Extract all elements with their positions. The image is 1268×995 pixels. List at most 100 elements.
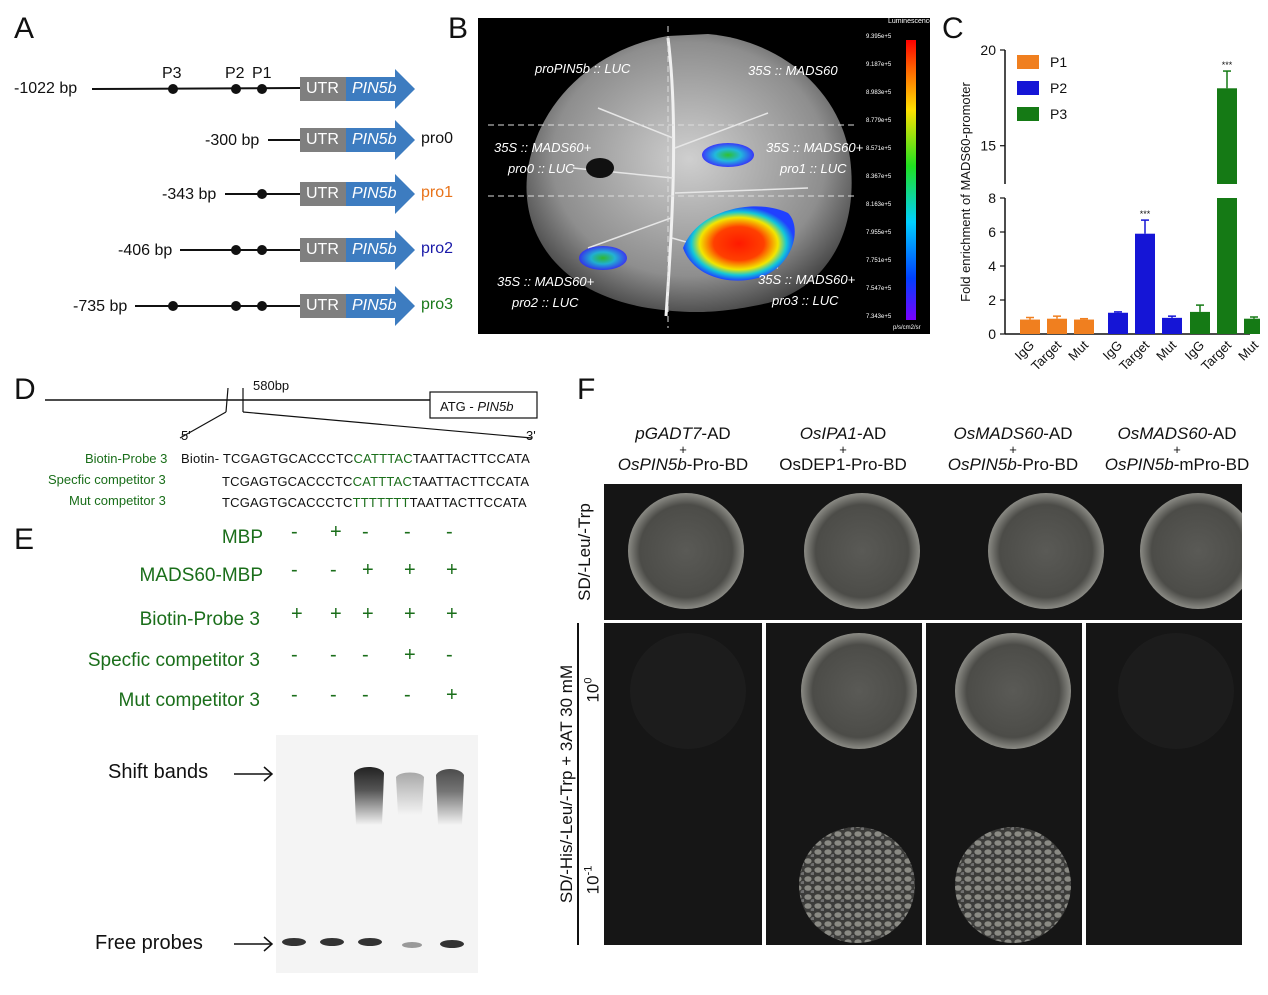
colony-row3-col2 xyxy=(799,827,915,943)
shift-band-lane4 xyxy=(396,772,424,815)
free-probe-lane2 xyxy=(320,938,344,946)
signal-pro3 xyxy=(683,206,795,281)
free-probe-lane1 xyxy=(282,938,306,946)
colorbar-tick-label: 7.751e+5 xyxy=(866,258,892,264)
seq-a: TCGAGTGCACCCTC xyxy=(222,451,354,466)
colorbar-ticks: 9.395e+5 9.187e+5 8.983e+5 8.779e+5 8.571e+5… xyxy=(866,34,906,324)
gene-arrow-pro2 xyxy=(300,230,415,270)
panel-label-f: F xyxy=(577,373,596,406)
atg-text: ATG - xyxy=(440,399,478,414)
colony-row1-col2 xyxy=(804,493,920,609)
atg-box xyxy=(429,391,538,419)
emsa-lane-mark: - xyxy=(404,684,411,706)
utr-label-pro1: UTR xyxy=(306,185,339,202)
site-p1-pro1 xyxy=(257,189,267,199)
site-p3 xyxy=(168,84,178,94)
ad-suffix: -AD xyxy=(1043,424,1073,443)
row2-medium-label: SD/-His/-Leu/-Trp + 3AT 30 mM xyxy=(557,664,576,904)
colorbar-tick-label: 7.343e+5 xyxy=(866,314,892,320)
emsa-lane-mark: - xyxy=(291,559,298,581)
emsa-lane-mark: - xyxy=(330,644,337,666)
x-tick-label: Target xyxy=(1028,337,1064,373)
colony-row2-col3 xyxy=(955,633,1071,749)
bar-p1-igg xyxy=(1020,319,1040,334)
three-prime-label: 3' xyxy=(526,428,536,443)
ad-suffix: -AD xyxy=(701,424,731,443)
shift-arrow-icon xyxy=(234,766,274,782)
leaf-label-bottom-left-2: pro2 :: LUC xyxy=(512,295,579,310)
ad-gene: pGADT7 xyxy=(635,424,702,443)
construct-name-pro1: pro1 xyxy=(421,184,454,201)
plus-sign: + xyxy=(679,442,687,457)
legend-swatch-p2 xyxy=(1017,81,1039,95)
bp-label-full: -1022 bp xyxy=(14,80,78,97)
bar-p2-mut xyxy=(1162,317,1182,334)
emsa-lane-mark: + xyxy=(330,521,342,543)
shift-bands-label: Shift bands xyxy=(108,761,209,783)
emsa-lane-mark: + xyxy=(446,603,458,625)
emsa-lane-mark: - xyxy=(291,644,298,666)
dilution-2-wrap: 10-1 xyxy=(581,850,605,910)
bd-construct: OsPIN5b-mPro-BD xyxy=(1087,456,1267,474)
leaf-label-top-left: proPIN5b :: LUC xyxy=(535,61,631,76)
plus-sign: + xyxy=(1009,442,1017,457)
leaf-label-bottom-right-1: 35S :: MADS60+ xyxy=(758,272,856,287)
legend-label-p1: P1 xyxy=(1050,54,1067,70)
site-label-p1: P1 xyxy=(252,65,272,82)
colorbar-tick-label: 8.571e+5 xyxy=(866,146,892,152)
panel-label-e: E xyxy=(14,523,35,556)
zoom-line-left xyxy=(179,411,227,439)
colorbar-tick-label: 8.163e+5 xyxy=(866,202,892,208)
panel-label-c: C xyxy=(942,12,964,45)
shift-band-lane3 xyxy=(354,767,384,825)
bar-p3-target-upper xyxy=(1217,88,1237,184)
zoom-line-right xyxy=(242,411,533,439)
panel-a-promoter-constructs xyxy=(0,55,470,335)
colony-row1-col1 xyxy=(628,493,744,609)
leaf-label-mid-left-2: pro0 :: LUC xyxy=(508,161,575,176)
gene-label-pro0: PIN5b xyxy=(352,131,397,148)
site-label-p2: P2 xyxy=(225,65,245,82)
x-tick-label: Mut xyxy=(1153,337,1179,363)
emsa-lane-mark: - xyxy=(330,684,337,706)
bd-construct: OsPIN5b-Pro-BD xyxy=(923,456,1103,474)
bd-suffix: -Pro-BD xyxy=(686,455,749,474)
y-tick-label: 8 xyxy=(988,190,996,206)
seq-motif: TTTTTTT xyxy=(352,495,410,510)
gene-arrow-pro3 xyxy=(300,286,415,326)
panel-d-probe-diagram xyxy=(40,380,560,440)
bp-label-pro0: -300 bp xyxy=(205,132,260,149)
plus-sign: + xyxy=(1173,442,1181,457)
signal-pro1 xyxy=(702,143,754,167)
free-probe-lane4 xyxy=(402,942,422,948)
y-tick-label: 6 xyxy=(988,224,996,240)
colorbar-tick-label: 9.395e+5 xyxy=(866,34,892,40)
emsa-lane-mark: - xyxy=(362,644,369,666)
emsa-row-label: Mut competitor 3 xyxy=(118,690,261,711)
leaf-label-bottom-left-1: 35S :: MADS60+ xyxy=(497,274,595,289)
site-p2-pro2 xyxy=(231,245,241,255)
five-prime-label: 5' xyxy=(181,428,191,443)
leaf-label-mid-left-1: 35S :: MADS60+ xyxy=(494,140,592,155)
luminescence-color-bar xyxy=(906,40,916,320)
emsa-lane-mark: - xyxy=(291,521,298,543)
construct-name-pro2: pro2 xyxy=(421,240,454,257)
emsa-row-label: MADS60-MBP xyxy=(139,565,263,586)
construct-name-pro0: pro0 xyxy=(421,130,454,147)
x-tick-label: Target xyxy=(1198,337,1234,373)
bp-label-pro1: -343 bp xyxy=(162,186,217,203)
free-probe-lane5 xyxy=(440,940,464,948)
panel-label-b: B xyxy=(448,12,469,45)
bar-p2-igg xyxy=(1108,312,1128,334)
seq-a: TCGAGTGCACCCTC xyxy=(222,495,353,510)
gene-label-pro2: PIN5b xyxy=(352,241,397,258)
emsa-condition-table: MBP - + - - - MADS60-MBP - - + + + Biotin-Probe 3 + + +… xyxy=(0,515,480,715)
bar-p3-igg xyxy=(1190,311,1210,334)
bp-label-pro2: -406 bp xyxy=(118,242,173,259)
bp-label-580: 580bp xyxy=(253,378,290,393)
colorbar-title: Luminescence xyxy=(888,18,934,25)
bd-suffix: OsDEP1-Pro-BD xyxy=(779,455,907,474)
gene-label-pro1: PIN5b xyxy=(352,185,397,202)
utr-label-pro0: UTR xyxy=(306,131,339,148)
chip-qpcr-bar-chart: 0 2 4 6 8 15 20 Fold enrichment of MADS60-promo… xyxy=(958,42,1264,374)
